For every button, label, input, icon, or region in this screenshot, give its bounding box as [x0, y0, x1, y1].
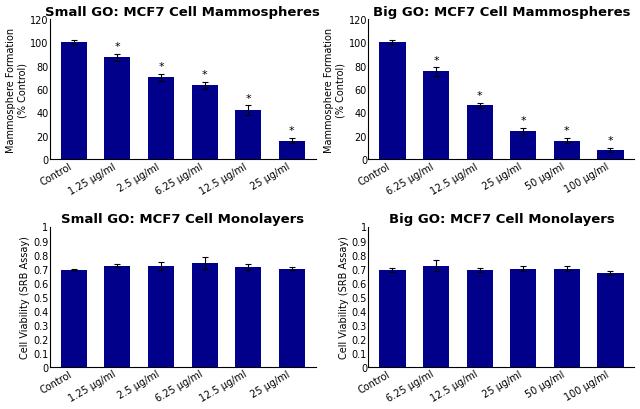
Bar [554, 269, 580, 367]
Bar [554, 141, 580, 160]
Text: *: * [202, 70, 207, 80]
Text: *: * [564, 126, 570, 136]
Text: *: * [289, 126, 294, 136]
Bar [148, 78, 174, 160]
Y-axis label: Cell Viability (SRB Assay): Cell Viability (SRB Assay) [339, 236, 349, 358]
Text: *: * [158, 62, 164, 72]
Title: Small GO: MCF7 Cell Monolayers: Small GO: MCF7 Cell Monolayers [61, 213, 305, 226]
Y-axis label: Cell Viability (SRB Assay): Cell Viability (SRB Assay) [20, 236, 30, 358]
Text: *: * [245, 93, 251, 103]
Text: *: * [607, 136, 613, 146]
Bar [380, 270, 406, 367]
Bar [279, 141, 305, 160]
Title: Big GO: MCF7 Cell Monolayers: Big GO: MCF7 Cell Monolayers [388, 213, 614, 226]
Text: *: * [115, 42, 120, 52]
Y-axis label: Mammosphere Formation
(% Control): Mammosphere Formation (% Control) [6, 27, 27, 152]
Bar [279, 269, 305, 367]
Text: *: * [520, 116, 526, 126]
Bar [597, 273, 623, 367]
Bar [104, 58, 131, 160]
Text: *: * [477, 91, 483, 101]
Bar [597, 151, 623, 160]
Y-axis label: Mammosphere Formation
(% Control): Mammosphere Formation (% Control) [324, 27, 346, 152]
Bar [148, 266, 174, 367]
Bar [467, 270, 493, 367]
Bar [235, 111, 261, 160]
Bar [510, 132, 536, 160]
Title: Small GO: MCF7 Cell Mammospheres: Small GO: MCF7 Cell Mammospheres [45, 6, 320, 18]
Bar [380, 43, 406, 160]
Title: Big GO: MCF7 Cell Mammospheres: Big GO: MCF7 Cell Mammospheres [372, 6, 630, 18]
Bar [510, 269, 536, 367]
Bar [61, 270, 87, 367]
Bar [61, 43, 87, 160]
Bar [235, 267, 261, 367]
Bar [191, 86, 218, 160]
Bar [104, 266, 131, 367]
Bar [423, 266, 449, 367]
Bar [423, 72, 449, 160]
Text: *: * [433, 55, 439, 65]
Bar [467, 106, 493, 160]
Bar [191, 263, 218, 367]
